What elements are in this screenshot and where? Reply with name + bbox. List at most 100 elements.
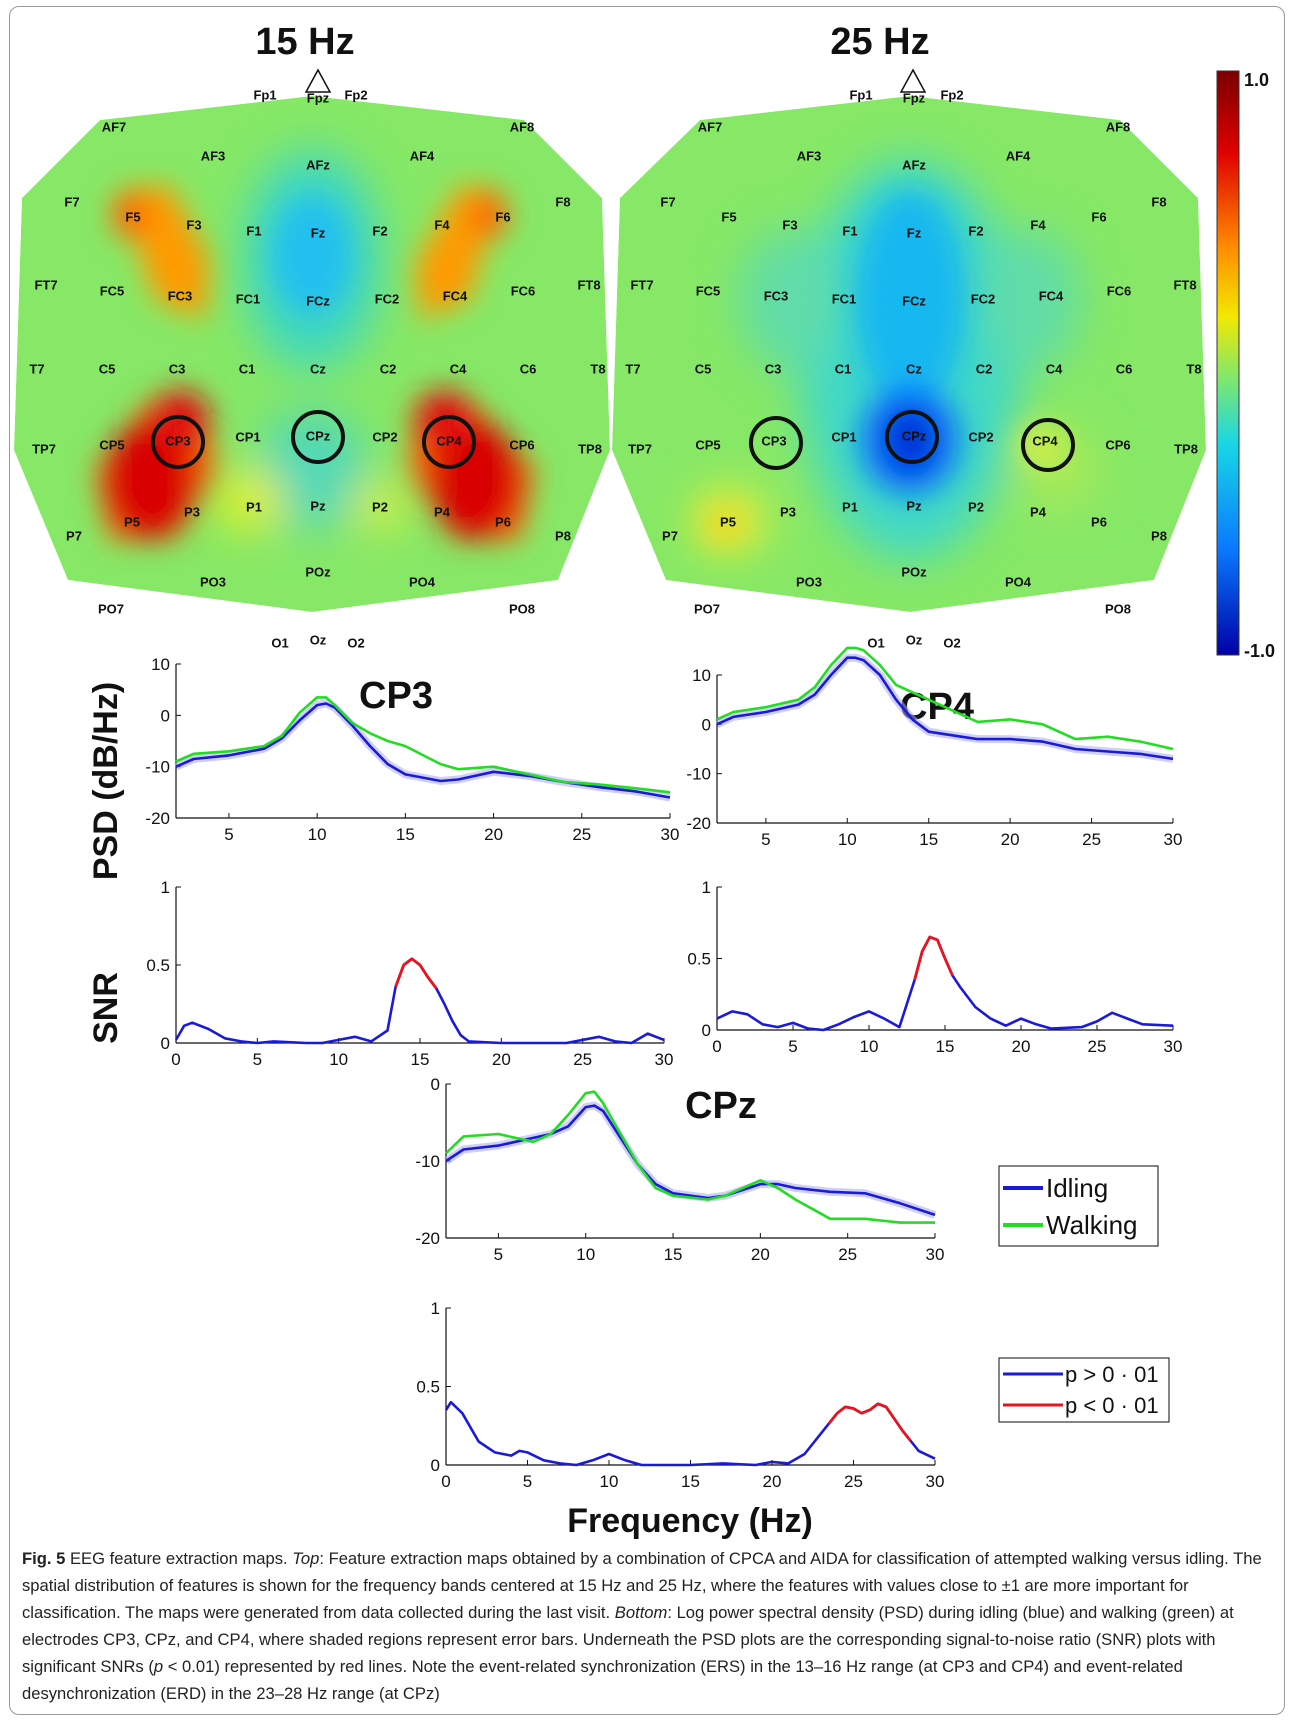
electrode-afz-15hz: AFz [306,157,330,172]
cp3-snr-xtick-label: 10 [329,1050,348,1069]
cp3-psd-ytick-label: 0 [161,706,170,725]
cpz-snr-xtick-label: 30 [926,1472,945,1491]
cp4-psd-ytick-label: 10 [692,666,711,685]
electrode-af8-15hz: AF8 [510,119,535,134]
caption-bottom-label: Bottom [614,1603,668,1622]
electrode-p7-15hz: P7 [66,528,82,543]
electrode-fc4-25hz: FC4 [1039,288,1064,303]
cp4-psd-xtick-label: 25 [1082,830,1101,849]
cp3-snr-xtick-label: 25 [573,1050,592,1069]
electrode-c3-15hz: C3 [169,361,186,376]
cp3-snr-ytick-label: 0.5 [146,956,170,975]
electrode-poz-25hz: POz [901,564,927,579]
electrode-af4-15hz: AF4 [410,148,435,163]
snr-plot-cp3: 0 5 10 15 20 25 30 0 0.5 1 [146,878,673,1069]
electrode-po8-25hz: PO8 [1105,601,1131,616]
colorbar: 1.0 -1.0 [1216,70,1275,661]
cp3-snr-xtick-label: 30 [655,1050,674,1069]
electrode-p7-25hz: P7 [662,528,678,543]
legend-walking-label: Walking [1046,1210,1138,1240]
cp3-psd-ytick-label: -20 [145,809,170,828]
cpz-snr-xtick-label: 0 [441,1472,450,1491]
cp4-psd-ytick-label: 0 [702,715,711,734]
electrode-fc2-15hz: FC2 [375,291,400,306]
legend-psd-box [998,1165,1159,1247]
electrode-fpz-25hz: Fpz [903,90,926,105]
electrode-po3-15hz: PO3 [200,574,226,589]
electrode-fc6-25hz: FC6 [1107,283,1132,298]
electrode-fc1-15hz: FC1 [236,291,261,306]
cpz-psd-ytick-label: -10 [415,1152,440,1171]
electrode-fc5-15hz: FC5 [100,283,125,298]
cpz-snr-ytick-label: 1 [431,1299,440,1318]
electrode-af4-25hz: AF4 [1006,148,1031,163]
electrode-cp1-15hz: CP1 [235,429,260,444]
legend-snr: p > 0 · 01 p < 0 · 01 [998,1357,1170,1423]
electrode-f5-15hz: F5 [125,209,140,224]
cp4-snr-xtick-label: 5 [788,1037,797,1056]
figure-caption: Fig. 5 EEG feature extraction maps. Top:… [22,1545,1274,1707]
electrode-cp6-15hz: CP6 [509,437,534,452]
electrode-c5-15hz: C5 [99,361,116,376]
cp3-psd-xtick-label: 30 [661,825,680,844]
cp4-snr-xtick-label: 15 [936,1037,955,1056]
cp4-snr-significant-segment [913,935,954,981]
electrode-fc5-25hz: FC5 [696,283,721,298]
legend-p-greater-label: p > 0 · 01 [1065,1362,1159,1387]
electrode-cz-25hz: Cz [906,361,922,376]
electrode-po7-15hz: PO7 [98,601,124,616]
electrode-tp7-25hz: TP7 [628,441,652,456]
cp3-snr-ytick-label: 1 [161,878,170,897]
cp4-psd-xtick-label: 30 [1164,830,1183,849]
map-title-15hz: 15 Hz [255,21,354,63]
circle-cp4-25hz [1021,418,1075,472]
electrode-p5-15hz: P5 [124,514,140,529]
cp3-psd-xtick-label: 10 [308,825,327,844]
electrode-cp3-25hz: CP3 [761,433,786,448]
electrode-po7-25hz: PO7 [694,601,720,616]
electrode-fpz-15hz: Fpz [307,90,330,105]
electrode-fcz-15hz: FCz [306,293,330,308]
electrode-c1-15hz: C1 [239,361,256,376]
electrode-t8-25hz: T8 [1186,361,1201,376]
electrode-ft8-25hz: FT8 [1173,277,1196,292]
electrode-f5-25hz: F5 [721,209,736,224]
electrode-fp2-15hz: Fp2 [344,87,367,102]
electrode-labels-15hz: Fp1 Fpz Fp2 AF7 AF3 AFz AF4 AF8 F7 F5 F3 F1 Fz F2 F4 F6… [29,87,605,650]
electrode-f3-25hz: F3 [782,217,797,232]
electrode-c5-25hz: C5 [695,361,712,376]
cp3-snr-xtick-label: 0 [171,1050,180,1069]
electrode-ft8-15hz: FT8 [577,277,600,292]
psd-plot-cpz: 5 10 15 20 25 30 -20 -10 0 CPz [415,1075,944,1264]
cp4-snr-line [716,935,1174,1032]
electrode-cp2-15hz: CP2 [372,429,397,444]
cp3-psd-walking-line [175,696,671,794]
legend-p-less-label: p < 0 · 01 [1065,1393,1159,1418]
electrode-af3-15hz: AF3 [201,148,226,163]
electrode-cp5-15hz: CP5 [99,437,124,452]
circle-cp3-25hz [749,416,803,470]
cpz-psd-walking-line [445,1090,935,1224]
electrode-fc2-25hz: FC2 [971,291,996,306]
electrode-f3-15hz: F3 [186,217,201,232]
caption-fig-number: Fig. 5 [22,1549,66,1568]
cpz-psd-xtick-label: 30 [926,1245,945,1264]
electrode-tp8-15hz: TP8 [578,441,602,456]
circle-cp4-15hz [422,415,476,469]
electrode-af7-25hz: AF7 [698,119,723,134]
electrode-cp3-15hz: CP3 [165,433,190,448]
electrode-afz-25hz: AFz [902,157,926,172]
electrode-poz-15hz: POz [305,564,331,579]
electrode-o2-15hz: O2 [347,635,364,650]
electrode-pz-15hz: Pz [310,498,326,513]
cpz-snr-xtick-label: 15 [681,1472,700,1491]
caption-bottom-text: : Log power spectral density (PSD) durin… [22,1603,1234,1676]
electrode-o1-25hz: O1 [867,635,884,650]
electrode-p6-25hz: P6 [1091,514,1107,529]
nose-marker [899,68,927,93]
electrode-fp2-25hz: Fp2 [940,87,963,102]
electrode-o2-25hz: O2 [943,635,960,650]
cp3-snr-xtick-label: 15 [411,1050,430,1069]
cp3-psd-xtick-label: 5 [224,825,233,844]
cpz-snr-ytick-label: 0 [431,1456,440,1475]
